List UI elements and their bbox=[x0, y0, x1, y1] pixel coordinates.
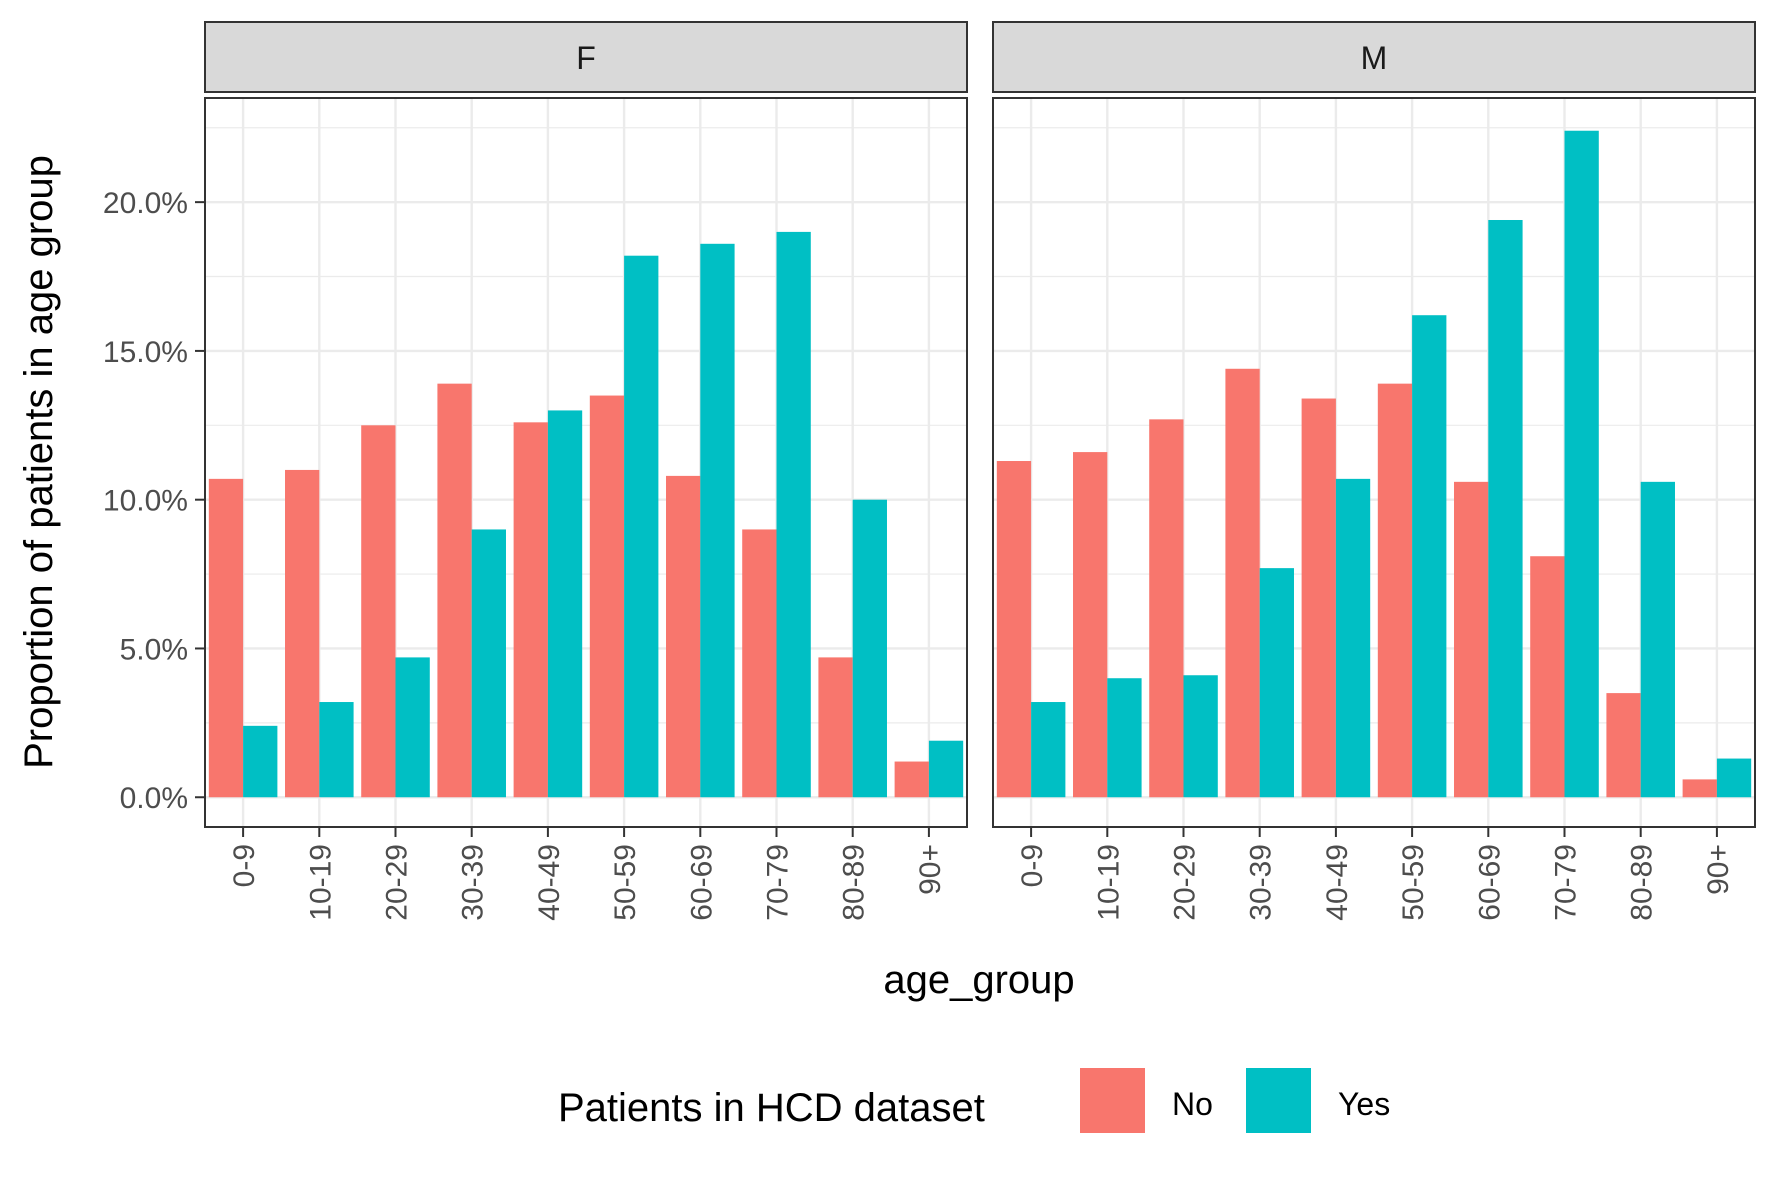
panel-border bbox=[204, 97, 968, 828]
x-tick-label: 40-49 bbox=[1321, 844, 1354, 921]
bar-no-0-9 bbox=[996, 461, 1032, 798]
bar-yes-80-89 bbox=[1640, 481, 1675, 798]
x-tick-label: 10-19 bbox=[304, 844, 337, 921]
bar-yes-30-39 bbox=[1259, 568, 1294, 798]
bar-no-10-19 bbox=[1073, 452, 1108, 798]
y-tick-label: 15.0% bbox=[103, 336, 188, 369]
bar-yes-40-49 bbox=[1335, 478, 1371, 798]
bar-no-80-89 bbox=[818, 657, 853, 798]
legend-label-yes: Yes bbox=[1338, 1086, 1390, 1122]
x-tick-label: 50-59 bbox=[1397, 844, 1430, 921]
bar-no-60-69 bbox=[1454, 481, 1489, 798]
x-tick-label: 20-29 bbox=[381, 844, 414, 921]
x-tick-label: 20-29 bbox=[1169, 844, 1202, 921]
bar-yes-50-59 bbox=[1412, 315, 1447, 798]
bar-yes-90+ bbox=[1716, 758, 1752, 798]
x-tick-label: 0-9 bbox=[228, 844, 261, 887]
bar-yes-90+ bbox=[928, 740, 964, 798]
legend-key-no bbox=[1080, 1068, 1145, 1133]
bar-yes-40-49 bbox=[547, 410, 583, 798]
x-tick-label: 60-69 bbox=[1473, 844, 1506, 921]
bar-no-70-79 bbox=[1530, 556, 1565, 798]
x-tick-label: 90+ bbox=[914, 844, 947, 895]
x-tick-label: 90+ bbox=[1702, 844, 1735, 895]
bar-yes-0-9 bbox=[1031, 702, 1066, 798]
bar-no-40-49 bbox=[513, 422, 548, 798]
x-tick-label: 40-49 bbox=[533, 844, 566, 921]
x-tick-label: 30-39 bbox=[457, 844, 490, 921]
facet-strip-label: F bbox=[576, 40, 596, 76]
facet-panels: F 0-9 10-19 20-29 30-39 40-49 50-59 60-69 70-79 8… bbox=[103, 21, 1756, 921]
bar-no-50-59 bbox=[589, 395, 625, 798]
bar-no-70-79 bbox=[742, 529, 777, 798]
bar-no-30-39 bbox=[437, 383, 472, 798]
bar-yes-80-89 bbox=[852, 499, 887, 798]
bar-yes-70-79 bbox=[776, 231, 811, 798]
x-tick-label: 0-9 bbox=[1016, 844, 1049, 887]
bar-yes-20-29 bbox=[1183, 675, 1218, 798]
legend-title: Patients in HCD dataset bbox=[558, 1086, 985, 1130]
y-tick-label: 5.0% bbox=[120, 633, 188, 666]
bar-no-40-49 bbox=[1301, 398, 1336, 798]
bar-no-90+ bbox=[894, 761, 929, 798]
facet-strip bbox=[992, 21, 1756, 93]
bar-no-20-29 bbox=[1149, 419, 1184, 798]
panel-F: F 0-9 10-19 20-29 30-39 40-49 50-59 60-69 70-79 8… bbox=[103, 21, 968, 921]
x-tick-label: 80-89 bbox=[838, 844, 871, 921]
x-tick-label: 60-69 bbox=[685, 844, 718, 921]
bar-yes-20-29 bbox=[395, 657, 430, 798]
bar-no-90+ bbox=[1682, 779, 1717, 798]
bar-yes-50-59 bbox=[624, 255, 659, 798]
bar-no-50-59 bbox=[1377, 383, 1413, 798]
legend-key-yes bbox=[1246, 1068, 1311, 1133]
panel-border bbox=[992, 97, 1756, 828]
bar-yes-70-79 bbox=[1564, 130, 1599, 798]
bar-no-0-9 bbox=[208, 478, 244, 798]
bar-yes-10-19 bbox=[319, 702, 354, 798]
bar-no-60-69 bbox=[666, 475, 701, 798]
panel-M: M 0-9 10-19 20-29 30-39 40-49 50-59 60-69 70-79 8… bbox=[992, 21, 1756, 921]
legend-label-no: No bbox=[1172, 1086, 1213, 1122]
y-tick-label: 20.0% bbox=[103, 187, 188, 220]
bar-yes-0-9 bbox=[243, 725, 278, 798]
facet-strip bbox=[204, 21, 968, 93]
y-tick-label: 0.0% bbox=[120, 782, 188, 815]
bar-yes-60-69 bbox=[700, 243, 735, 798]
y-axis-title: Proportion of patients in age group bbox=[17, 155, 61, 769]
x-tick-label: 30-39 bbox=[1245, 844, 1278, 921]
x-tick-label: 10-19 bbox=[1092, 844, 1125, 921]
y-tick-label: 10.0% bbox=[103, 485, 188, 518]
bar-yes-60-69 bbox=[1488, 219, 1523, 798]
x-tick-label: 80-89 bbox=[1626, 844, 1659, 921]
facet-strip-label: M bbox=[1361, 40, 1388, 76]
x-tick-label: 50-59 bbox=[609, 844, 642, 921]
bar-no-30-39 bbox=[1225, 368, 1260, 798]
x-tick-label: 70-79 bbox=[762, 844, 795, 921]
bar-no-80-89 bbox=[1606, 693, 1641, 798]
bar-no-10-19 bbox=[285, 469, 320, 798]
bar-no-20-29 bbox=[361, 425, 396, 798]
bar-yes-10-19 bbox=[1107, 678, 1142, 798]
x-tick-label: 70-79 bbox=[1550, 844, 1583, 921]
x-axis-title: age_group bbox=[883, 958, 1074, 1002]
bar-yes-30-39 bbox=[471, 529, 506, 798]
